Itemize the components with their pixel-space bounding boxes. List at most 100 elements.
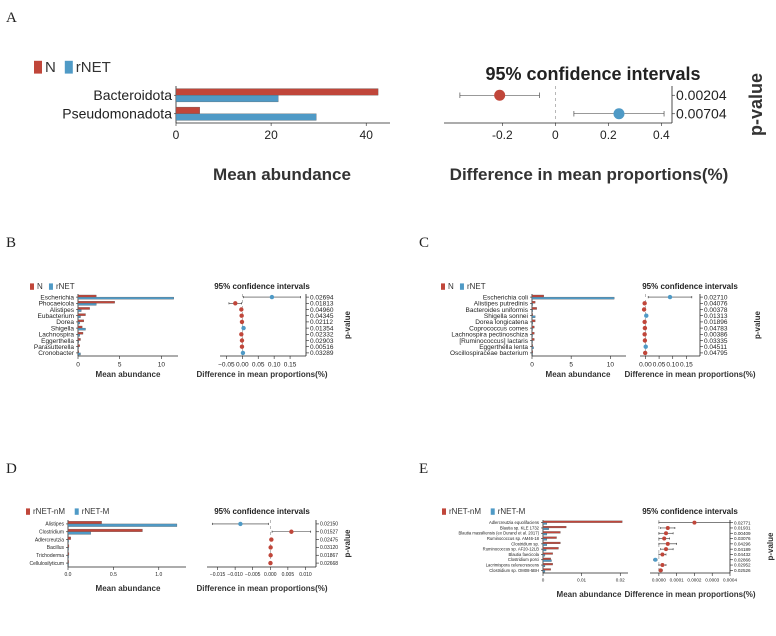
panel-c-ci-point-7 [642,338,648,343]
panel-e-category-label-1: Blautia sp. KLE 1732 [500,525,540,530]
panel-a-ci-tick-label-1: 0 [552,128,559,142]
panel-e-bar-rnet-nm-7 [542,557,551,560]
panel-b-bar-n-7 [77,338,81,341]
panel-d-bar-rnet-m-0 [67,523,178,527]
panel-b-bar-tick-label-1: 5 [118,362,122,369]
panel-c-bar-n-6 [531,332,535,335]
panel-d-ci-point-1 [289,529,294,534]
panel-e-category-label-5: Ruminococcus sp. AF20-12LB [483,547,540,552]
panel-a-bar-xlabel: Mean abundance [213,165,351,184]
panel-b-bar-xlabel: Mean abundance [96,370,161,379]
panel-e-pvalue-5: 0.04189 [734,547,751,552]
panel-e-ci-title: 95% confidence intervals [642,507,738,516]
panel-c-bar-rnet-2 [531,309,533,312]
panel-d-ci-title: 95% confidence intervals [214,507,310,516]
panel-e-category-label-2: Blautia massiliensis (ex Durand et al. 2… [458,531,539,536]
panel-d-bar-rnet-nm-1 [67,528,143,532]
panel-e-ci-point-4 [665,541,670,546]
panel-b-bar-n-9 [77,350,79,354]
panel-b-bar-rnet-7 [77,340,79,343]
panel-a-ci-tick-label-2: 0.2 [600,128,617,142]
panel-b-bar-n-4 [77,319,84,323]
panel-d-pvalue-0: 0.02150 [320,522,338,528]
panel-c-legend-label-1: rNET [467,282,486,291]
panel-b-bar-rnet-1 [77,303,97,306]
panel-e-pvalue-4: 0.04296 [734,541,751,546]
panel-b-ci-tick-label-1: 0.00 [236,362,249,369]
panel-c-category-label-9: Oscillospiraceae bacterium [450,350,528,357]
panel-b-bar-n-5 [77,325,83,329]
panel-e-ci-tick-label-2: 0.0002 [687,578,701,583]
panel-c-bar-n-4 [531,319,536,323]
panel-e-ci-tick-label-4: 0.0004 [723,578,737,583]
panel-e-category-label-0: Adlercreutzia equolifaciens [489,520,539,525]
panel-a-bar-tick-label-2: 40 [360,128,374,142]
panel-b-category-label-6: Lachnospira [39,332,75,339]
panel-e-category-label-9: Clostridium sp. OM08-5BH [489,568,539,573]
panel-c-pvalue-1: 0.04076 [704,301,728,308]
panel-c-category-label-8: Eggerthella lenta [479,344,528,351]
panel-b-bar-rnet-0 [77,296,174,300]
panel-c-bar-n-5 [531,325,535,329]
panel-e-legend-swatch-1 [490,508,495,515]
panel-c-ci-point-4 [642,319,647,325]
panel-b-bar-rnet-9 [77,352,81,356]
panel-c-ci-tick-label-0: 0.00 [639,362,652,369]
panel-d-category-label-5: Cellulosilyticum [30,561,64,567]
panel-d-pvalue-4: 0.01867 [320,553,338,559]
panel-c-bar-rnet-4 [531,321,533,325]
panel-d-legend-label-1: rNET-M [82,507,110,516]
panel-c-bar-tick-label-1: 5 [569,362,573,369]
panel-b-ci-title: 95% confidence intervals [214,282,310,291]
panel-b-ci-tick-label-3: 0.10 [268,362,281,369]
panel-e-pvalue-axis-label: p-value [766,532,775,561]
panel-c-bar-rnet-3 [531,315,536,318]
panel-a-legend-swatch-0 [34,60,42,74]
panel-e-ci-point-2 [664,531,668,536]
panel-d-pvalue-3: 0.03120 [320,545,338,551]
panel-e-ci-point-8 [660,563,665,568]
panel-c-label: C [419,235,429,251]
panel-c-ci-point-8 [643,344,648,349]
panel-e-bar-rnet-nm-4 [542,541,561,544]
panel-e-bar-rnet-nm-1 [542,525,567,529]
panel-e-category-label-6: Blautia faecicola [509,552,540,557]
panel-b-ci-point-7 [239,338,245,343]
panel-a-pvalue-1: 0.00704 [676,106,727,122]
panel-d-ci-point-5 [268,560,273,566]
panel-b-ci-point-2 [239,307,244,312]
panel-e-ci-point-5 [664,547,668,552]
panel-d-pvalue-5: 0.02668 [320,561,338,567]
panel-a-ci-tick-label-0: -0.2 [492,128,513,142]
panel-e-bar-tick-label-0: 0 [542,578,545,583]
panel-d-bar-tick-label-0: 0.0 [65,572,72,578]
panel-c-ci-tick-label-1: 0.05 [653,362,666,369]
panel-c-pvalue-2: 0.00378 [704,307,728,314]
panel-c-ci-point-9 [642,350,648,356]
panel-b-ci-point-0 [269,294,275,300]
panel-b-ci-xlabel: Difference in mean proportions(%) [196,370,327,379]
panel-b-ci-point-8 [239,344,245,349]
panel-c-bar-rnet-5 [531,327,533,331]
panel-c-ci-title: 95% confidence intervals [642,282,738,291]
panel-c-bar-n-3 [531,313,533,316]
panel-c-bar-tick-label-0: 0 [530,362,534,369]
panel-b-ci-tick-label-4: 0.15 [284,362,297,369]
panel-e-ci-tick-label-3: 0.0003 [705,578,719,583]
panel-b-pvalue-6: 0.02332 [310,332,334,339]
panel-c-ci-point-3 [644,313,649,318]
panel-b-category-label-3: Eubacterium [38,313,75,320]
panel-b-category-label-4: Dorea [56,319,74,326]
panel-b-bar-tick-label-2: 10 [158,362,166,369]
panel-c-ci-xlabel: Difference in mean proportions(%) [624,370,755,379]
panel-c-bar-tick-label-2: 10 [607,362,615,369]
panel-e-bar-xlabel: Mean abundance [557,590,622,599]
panel-c-bar-n-2 [531,307,537,310]
panel-b-bar-rnet-3 [77,315,81,318]
panel-a-legend-label-0: N [45,59,56,76]
panel-c-category-label-2: Bacteroides uniformis [466,307,529,314]
panel-a-legend-swatch-1 [64,60,73,74]
panel-a-ci-point-1 [613,108,625,120]
panel-b-category-label-2: Alistipes [50,307,75,314]
panel-d-category-label-3: Bacillus [47,545,65,551]
